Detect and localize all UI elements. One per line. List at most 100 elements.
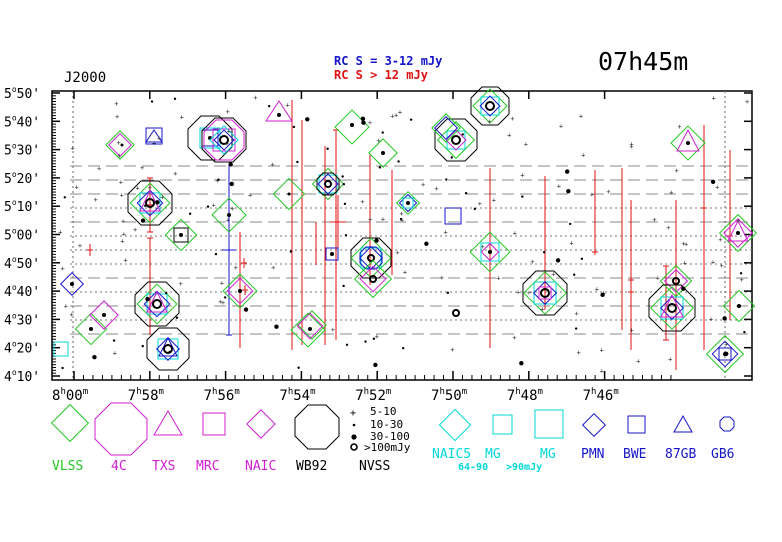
legend-4c-label: 4C — [111, 459, 127, 474]
nvss-source-dot — [292, 125, 296, 129]
nvss-source-dot: + — [669, 189, 673, 197]
nvss-source-dot — [188, 212, 192, 215]
nvss-bin-4-symbol — [350, 443, 358, 451]
nvss-source-dot: + — [496, 275, 500, 283]
nvss-source-dot: + — [629, 143, 633, 151]
nvss-source-dot: + — [331, 326, 335, 334]
nvss-source-dot — [724, 351, 729, 357]
nvss-source-dot: + — [718, 236, 722, 244]
legend-gb6-label: GB6 — [711, 447, 734, 462]
nvss-source-dot — [173, 97, 177, 101]
nvss-source-dot — [473, 207, 477, 211]
legend-txs-symbol — [153, 410, 183, 436]
nvss-source-dot: + — [520, 172, 524, 180]
nvss-source-dot: + — [122, 231, 126, 239]
nvss-source-dot — [464, 192, 468, 195]
dec-axis: 4o10' 4o20' 4o30' 4o40' 4o50' 5o00' 5o10' 5o20'… — [4, 85, 752, 385]
nvss-source-dot: + — [220, 279, 224, 287]
legend-gb6-symbol — [719, 416, 735, 432]
ra-tick-label: 7h46m — [583, 387, 619, 404]
ra-tick-label: 7h58m — [128, 387, 164, 404]
nvss-source-dot: + — [507, 132, 511, 140]
nvss-source-dot: + — [720, 262, 724, 270]
nvss-source-dot: + — [398, 108, 402, 116]
legend-mg-label-2: MG — [540, 447, 556, 462]
nvss-source-dot: + — [487, 118, 491, 126]
dec-tick-label: 4o40' — [4, 283, 40, 300]
nvss-source-dot — [573, 273, 576, 276]
nvss-source-dot — [681, 286, 686, 291]
legend-mg-large-symbol — [534, 409, 564, 439]
nvss-source-dot: + — [180, 113, 184, 121]
nvss-source-dot — [397, 160, 400, 163]
nvss-source-dot — [61, 366, 64, 370]
nvss-source-dot: + — [712, 95, 716, 103]
nvss-source-dot — [374, 238, 379, 243]
nvss-source-dot: + — [681, 240, 685, 248]
nvss-source-dot — [565, 169, 570, 174]
nvss-field-dots: + + + + + + + + + + + + + + + + + + + + + + + + + + + + + + + + + + + + + + + +… — [58, 94, 749, 376]
epoch-label: J2000 — [64, 70, 106, 86]
dec-tick-label: 5o00' — [4, 227, 40, 244]
rc-faint-label: RC S = 3-12 mJy — [334, 54, 442, 68]
nvss-source-dot — [542, 251, 546, 254]
nvss-source-dot: + — [530, 258, 534, 266]
nvss-source-dot: + — [120, 237, 124, 245]
nvss-source-dot: + — [271, 161, 275, 169]
nvss-source-dot — [364, 340, 367, 343]
nvss-source-dot — [150, 100, 154, 103]
legend-nvss-label: NVSS — [359, 459, 390, 474]
nvss-source-dot: + — [212, 202, 216, 210]
nvss-source-dot — [289, 250, 293, 253]
legend-bwe-symbol — [627, 415, 646, 434]
nvss-source-dot: + — [70, 311, 74, 319]
nvss-source-dot: + — [569, 240, 573, 248]
nvss-bin-4-label: >100mJy — [364, 441, 411, 454]
nvss-source-dot — [155, 200, 160, 205]
nvss-source-dot — [341, 175, 344, 178]
nvss-source-dot: + — [606, 188, 610, 196]
nvss-source-dot — [372, 337, 376, 340]
dec-tick-label: 4o10' — [4, 368, 40, 385]
nvss-source-dot: + — [513, 230, 517, 238]
nvss-source-dot: + — [492, 196, 496, 204]
legend-87gb-label: 87GB — [665, 447, 696, 462]
nvss-source-dot: + — [368, 119, 372, 127]
nvss-bin-2-label: 10-30 — [370, 418, 403, 431]
nvss-source-dot: + — [152, 139, 156, 147]
nvss-source-dot: + — [360, 198, 364, 206]
legend-naic-label: NAIC — [245, 459, 276, 474]
nvss-source-dot: + — [745, 98, 749, 106]
legend-naic-symbol — [246, 409, 276, 439]
nvss-source-dot: + — [119, 178, 123, 186]
nvss-source-dot: + — [234, 264, 238, 272]
nvss-source-dot: + — [70, 144, 74, 152]
nvss-source-dot — [342, 183, 346, 186]
nvss-source-dot — [141, 344, 144, 348]
legend-mg-range-2: >90mJy — [506, 462, 542, 473]
dec-tick-label: 4o30' — [4, 311, 40, 328]
nvss-source-dot: + — [403, 269, 407, 277]
nvss-source-dot: + — [574, 310, 578, 318]
nvss-source-dot: + — [97, 165, 101, 173]
nvss-source-dot — [710, 179, 716, 184]
nvss-source-dot: + — [113, 350, 117, 358]
nvss-source-dot — [217, 178, 220, 181]
nvss-source-dot: + — [600, 368, 604, 376]
nvss-source-dot: + — [390, 112, 394, 120]
nvss-source-dot: + — [119, 191, 123, 199]
nvss-source-dot: + — [478, 200, 482, 208]
nvss-source-dot — [228, 162, 233, 167]
nvss-source-dot — [555, 258, 561, 263]
legend-mrc-label: MRC — [196, 459, 219, 474]
nvss-source-dot: + — [117, 152, 121, 160]
nvss-source-dot — [223, 296, 227, 299]
nvss-source-dot — [145, 296, 150, 302]
ra-tick-label: 7h52m — [355, 387, 391, 404]
nvss-source-dot: + — [225, 140, 229, 148]
legend-bwe-label: BWE — [623, 447, 646, 462]
legend-txs-label: TXS — [152, 459, 175, 474]
nvss-source-dot — [274, 324, 279, 329]
nvss-source-dot — [361, 120, 366, 125]
nvss-source-dot: + — [668, 356, 672, 364]
